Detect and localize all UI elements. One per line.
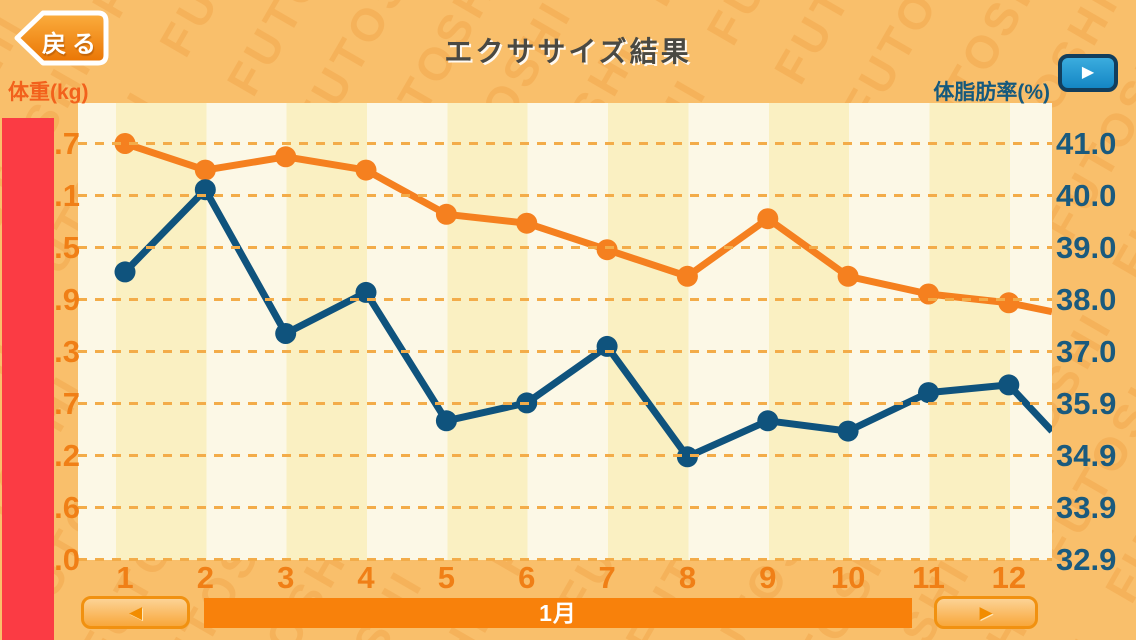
体脂肪率(%)-data-point [918,382,939,404]
x-axis-month-label: 6 [518,560,536,595]
体脂肪率(%)-data-point [837,420,859,442]
体脂肪率(%)-line [122,186,1052,461]
体重(kg)-line [123,140,1052,316]
right-axis-tick-label: 32.9 [1056,541,1117,577]
体脂肪率(%)-data-point [275,323,297,344]
left-axis-tick-label: .2 [54,437,80,473]
left-axis-tick-label: .7 [54,125,80,161]
体脂肪率(%)-data-point [757,410,779,432]
gridline [78,298,1052,301]
体重(kg)-data-point [435,203,457,225]
x-axis-month-label: 1 [116,560,134,595]
gridline [78,506,1052,509]
next-screen-button[interactable]: ▶ [1058,54,1118,92]
period-bar: 1月 [204,598,912,628]
back-button-label: 戻る [42,31,102,58]
体重(kg)-data-point [918,283,939,305]
体重(kg)-data-point [757,208,779,230]
体脂肪率(%)-data-point [998,374,1020,396]
gridline [78,246,1052,249]
left-axis-tick-label: .1 [54,177,80,213]
体脂肪率(%)-data-point [355,281,377,303]
体重(kg)-data-point [355,159,377,181]
back-button[interactable]: 戻る [10,8,112,70]
体重(kg)-data-point [194,159,216,181]
体重(kg)-data-point [275,146,297,168]
left-axis-tick-label: .6 [54,489,80,525]
previous-month-button[interactable]: ◀ [81,596,190,629]
x-axis-month-label: 11 [912,560,945,595]
red-side-bar [2,118,54,640]
dual-axis-line-chart [114,133,1052,468]
x-axis-month-label: 5 [437,560,456,595]
left-axis-tick-label: .9 [54,281,80,317]
体重(kg)-data-point [998,292,1020,314]
x-axis-month-label: 9 [759,560,777,595]
left-axis-tick-label: .5 [54,229,80,265]
体重(kg)-data-point [676,265,698,287]
left-axis-tick-label: .3 [54,333,80,369]
x-axis-month-label: 8 [678,560,697,595]
right-axis-tick-label: 35.9 [1056,385,1117,421]
left-axis-tick-label: .7 [54,385,80,421]
right-axis-tick-label: 37.0 [1056,333,1117,369]
x-axis-month-label: 12 [991,560,1027,595]
left-axis-title: 体重(kg) [8,81,89,104]
体重(kg)-data-point [837,265,859,287]
arrow-right-icon: ▶ [979,603,993,622]
x-axis-month-label: 10 [830,560,866,595]
体脂肪率(%)-data-point [596,335,618,357]
next-month-button[interactable]: ▶ [934,596,1038,629]
gridline [78,142,1052,145]
right-axis-tick-label: 40.0 [1056,177,1117,213]
gridline [78,350,1052,353]
right-axis-tick-label: 33.9 [1056,489,1117,525]
x-axis-month-label: 7 [598,560,616,595]
right-axis-tick-label: 34.9 [1056,437,1117,473]
right-axis-tick-label: 38.0 [1056,281,1117,317]
left-axis-tick-label: .0 [54,541,80,577]
back-button-shape [14,10,109,66]
arrow-left-icon: ◀ [128,603,143,622]
体脂肪率(%)-data-point [114,261,136,283]
体脂肪率(%)-data-point [435,410,457,432]
gridline [78,402,1052,405]
体脂肪率(%)-data-point [194,179,216,201]
x-axis-month-label: 2 [196,560,214,595]
gridline [78,194,1052,197]
x-axis-month-label: 4 [357,560,375,595]
right-axis-title: 体脂肪率(%) [933,81,1050,104]
x-axis-month-label: 3 [277,560,295,595]
right-axis-tick-label: 41.0 [1056,125,1117,161]
gridline [78,454,1052,457]
page-title: エクササイズ結果 [444,36,692,67]
chart-plot-area [78,103,1052,561]
gridline [78,558,1052,561]
体重(kg)-data-point [596,239,618,261]
体重(kg)-data-point [516,212,538,234]
right-axis-tick-label: 39.0 [1056,229,1117,265]
play-right-icon: ▶ [1081,64,1095,81]
